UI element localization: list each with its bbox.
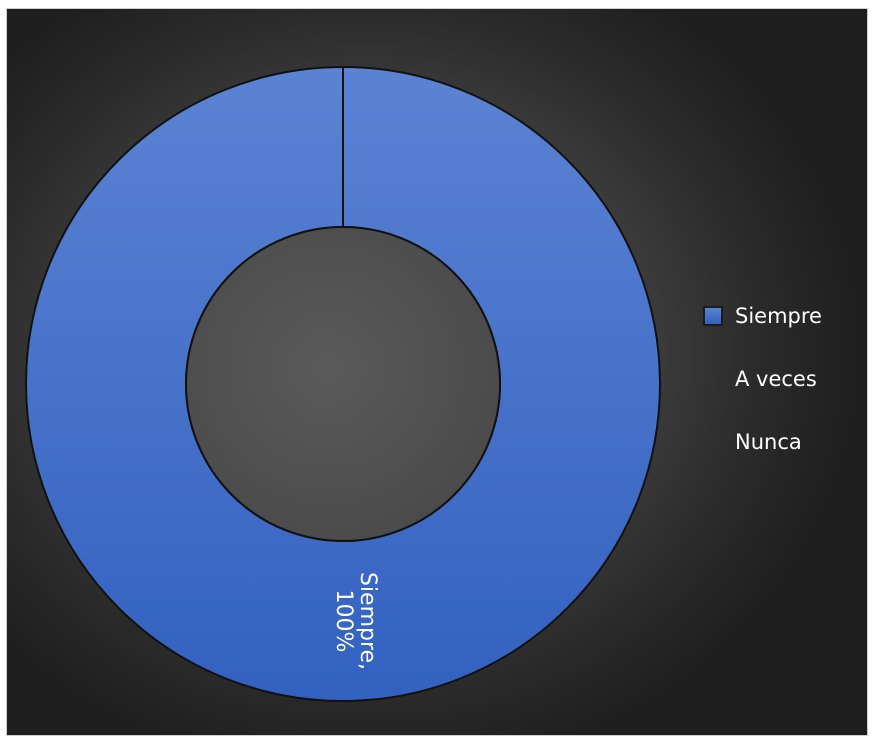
- data-label-siempre: Siempre,100%: [331, 572, 380, 670]
- slices-layer: [25, 65, 661, 703]
- data-labels-layer: Siempre,100%: [331, 572, 380, 670]
- data-label-category-text: Siempre,: [355, 572, 380, 670]
- donut-chart: Siempre,100%: [25, 65, 661, 703]
- legend-swatch-siempre: [703, 306, 723, 326]
- legend-item-nunca[interactable]: Nunca: [703, 427, 822, 490]
- legend-label-siempre: Siempre: [735, 304, 822, 328]
- legend-label-a-veces: A veces: [735, 367, 817, 391]
- legend: Siempre A veces Nunca: [703, 301, 822, 490]
- legend-label-nunca: Nunca: [735, 430, 802, 454]
- legend-item-a-veces[interactable]: A veces: [703, 364, 822, 427]
- donut-hole: [185, 226, 501, 542]
- data-label-value-text: 100%: [331, 590, 356, 653]
- legend-item-siempre[interactable]: Siempre: [703, 301, 822, 364]
- chart-area: Siempre, 100% Siempre A veces Nunca: [6, 8, 868, 736]
